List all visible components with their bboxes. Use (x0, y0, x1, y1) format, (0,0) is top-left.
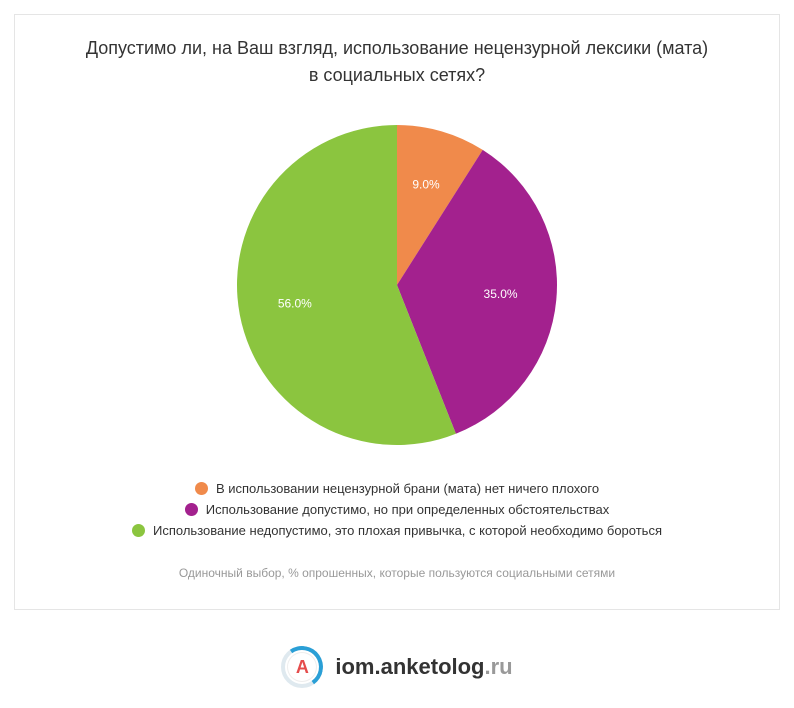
legend: В использовании нецензурной брани (мата)… (15, 481, 779, 538)
legend-item-0: В использовании нецензурной брани (мата)… (15, 481, 779, 496)
legend-swatch-1 (185, 503, 198, 516)
legend-label-1: Использование допустимо, но при определе… (206, 502, 609, 517)
footer: A iom.anketolog.ru (14, 646, 780, 688)
pie-slice-label-2: 56.0% (278, 297, 312, 311)
legend-label-2: Использование недопустимо, это плохая пр… (153, 523, 662, 538)
footer-domain-suffix: .ru (485, 654, 513, 679)
footer-domain-main: iom.anketolog (335, 654, 484, 679)
chart-card: Допустимо ли, на Ваш взгляд, использован… (14, 14, 780, 610)
footer-domain: iom.anketolog.ru (335, 654, 512, 680)
chart-title: Допустимо ли, на Ваш взгляд, использован… (15, 15, 779, 97)
legend-item-2: Использование недопустимо, это плохая пр… (15, 523, 779, 538)
pie-slice-label-0: 9.0% (412, 177, 440, 191)
pie-chart: 9.0% 35.0% 56.0% (15, 105, 779, 465)
legend-swatch-2 (132, 524, 145, 537)
legend-item-1: Использование допустимо, но при определе… (15, 502, 779, 517)
pie-slice-label-1: 35.0% (484, 287, 518, 301)
logo-badge: A (281, 646, 323, 688)
legend-swatch-0 (195, 482, 208, 495)
chart-subtitle: Одиночный выбор, % опрошенных, которые п… (15, 566, 779, 580)
chart-title-line1: Допустимо ли, на Ваш взгляд, использован… (86, 38, 708, 58)
pie-svg: 9.0% 35.0% 56.0% (217, 115, 577, 455)
chart-title-line2: в социальных сетях? (309, 65, 485, 85)
legend-label-0: В использовании нецензурной брани (мата)… (216, 481, 599, 496)
